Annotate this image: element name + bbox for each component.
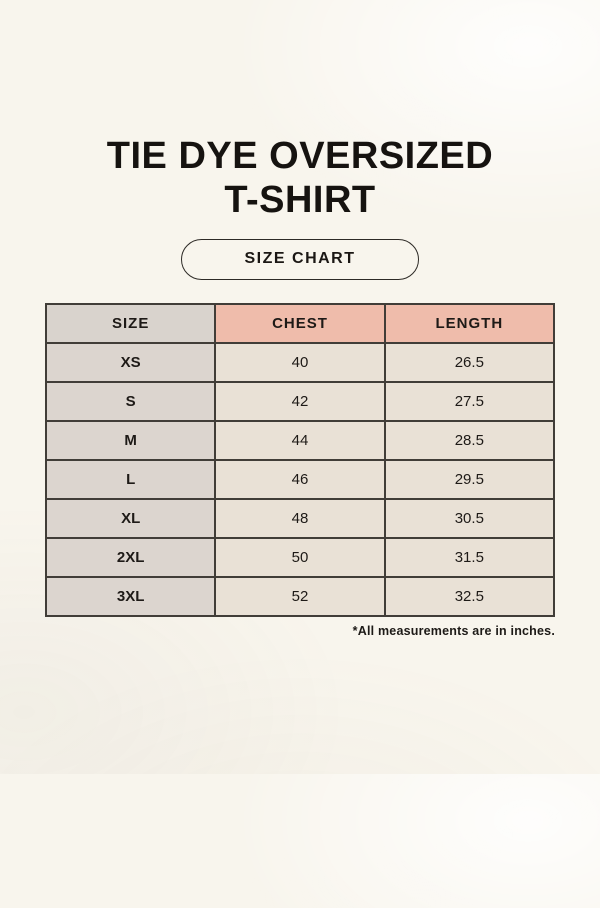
page-title: TIE DYE OVERSIZED T-SHIRT <box>0 134 600 222</box>
column-header-length: LENGTH <box>383 303 556 345</box>
length-cell: 31.5 <box>383 537 556 579</box>
column-header-size: SIZE <box>44 303 217 345</box>
table-row: XS 40 26.5 <box>44 342 556 384</box>
size-table-body: XS 40 26.5 S 42 27.5 M 44 28.5 L 46 29.5 XL 48 30.5 2XL… <box>44 342 556 618</box>
table-row: M 44 28.5 <box>44 420 556 462</box>
page-title-line2: T-SHIRT <box>224 179 376 222</box>
table-row: 2XL 50 31.5 <box>44 537 556 579</box>
chest-cell: 46 <box>214 459 386 501</box>
size-cell: XL <box>44 498 217 540</box>
size-cell: 2XL <box>44 537 217 579</box>
length-cell: 26.5 <box>383 342 556 384</box>
length-cell: 32.5 <box>383 576 556 618</box>
chest-cell: 44 <box>214 420 386 462</box>
header-row: SIZE CHEST LENGTH <box>44 303 556 345</box>
size-cell: M <box>44 420 217 462</box>
size-chart-badge: SIZE CHART <box>181 239 419 281</box>
length-cell: 28.5 <box>383 420 556 462</box>
size-chart-page: TIE DYE OVERSIZED T-SHIRT SIZE CHART SIZ… <box>0 134 600 908</box>
table-row: S 42 27.5 <box>44 381 556 423</box>
length-cell: 29.5 <box>383 459 556 501</box>
chest-cell: 42 <box>214 381 386 423</box>
chest-cell: 52 <box>214 576 386 618</box>
size-cell: 3XL <box>44 576 217 618</box>
page-title-line1: TIE DYE OVERSIZED <box>106 135 494 177</box>
chest-cell: 40 <box>214 342 386 384</box>
measurements-footnote: *All measurements are in inches. <box>352 624 555 639</box>
length-cell: 30.5 <box>383 498 556 540</box>
size-cell: L <box>44 459 217 501</box>
column-header-chest: CHEST <box>214 303 386 345</box>
table-row: XL 48 30.5 <box>44 498 556 540</box>
table-row: L 46 29.5 <box>44 459 556 501</box>
table-row: 3XL 52 32.5 <box>44 576 556 618</box>
chest-cell: 50 <box>214 537 386 579</box>
length-cell: 27.5 <box>383 381 556 423</box>
size-cell: XS <box>44 342 217 384</box>
size-cell: S <box>44 381 217 423</box>
size-table: SIZE CHEST LENGTH XS 40 26.5 S 42 27.5 M 44 28.5… <box>44 303 556 618</box>
chest-cell: 48 <box>214 498 386 540</box>
size-chart-badge-label: SIZE CHART <box>244 250 356 268</box>
size-table-header: SIZE CHEST LENGTH <box>44 303 556 345</box>
